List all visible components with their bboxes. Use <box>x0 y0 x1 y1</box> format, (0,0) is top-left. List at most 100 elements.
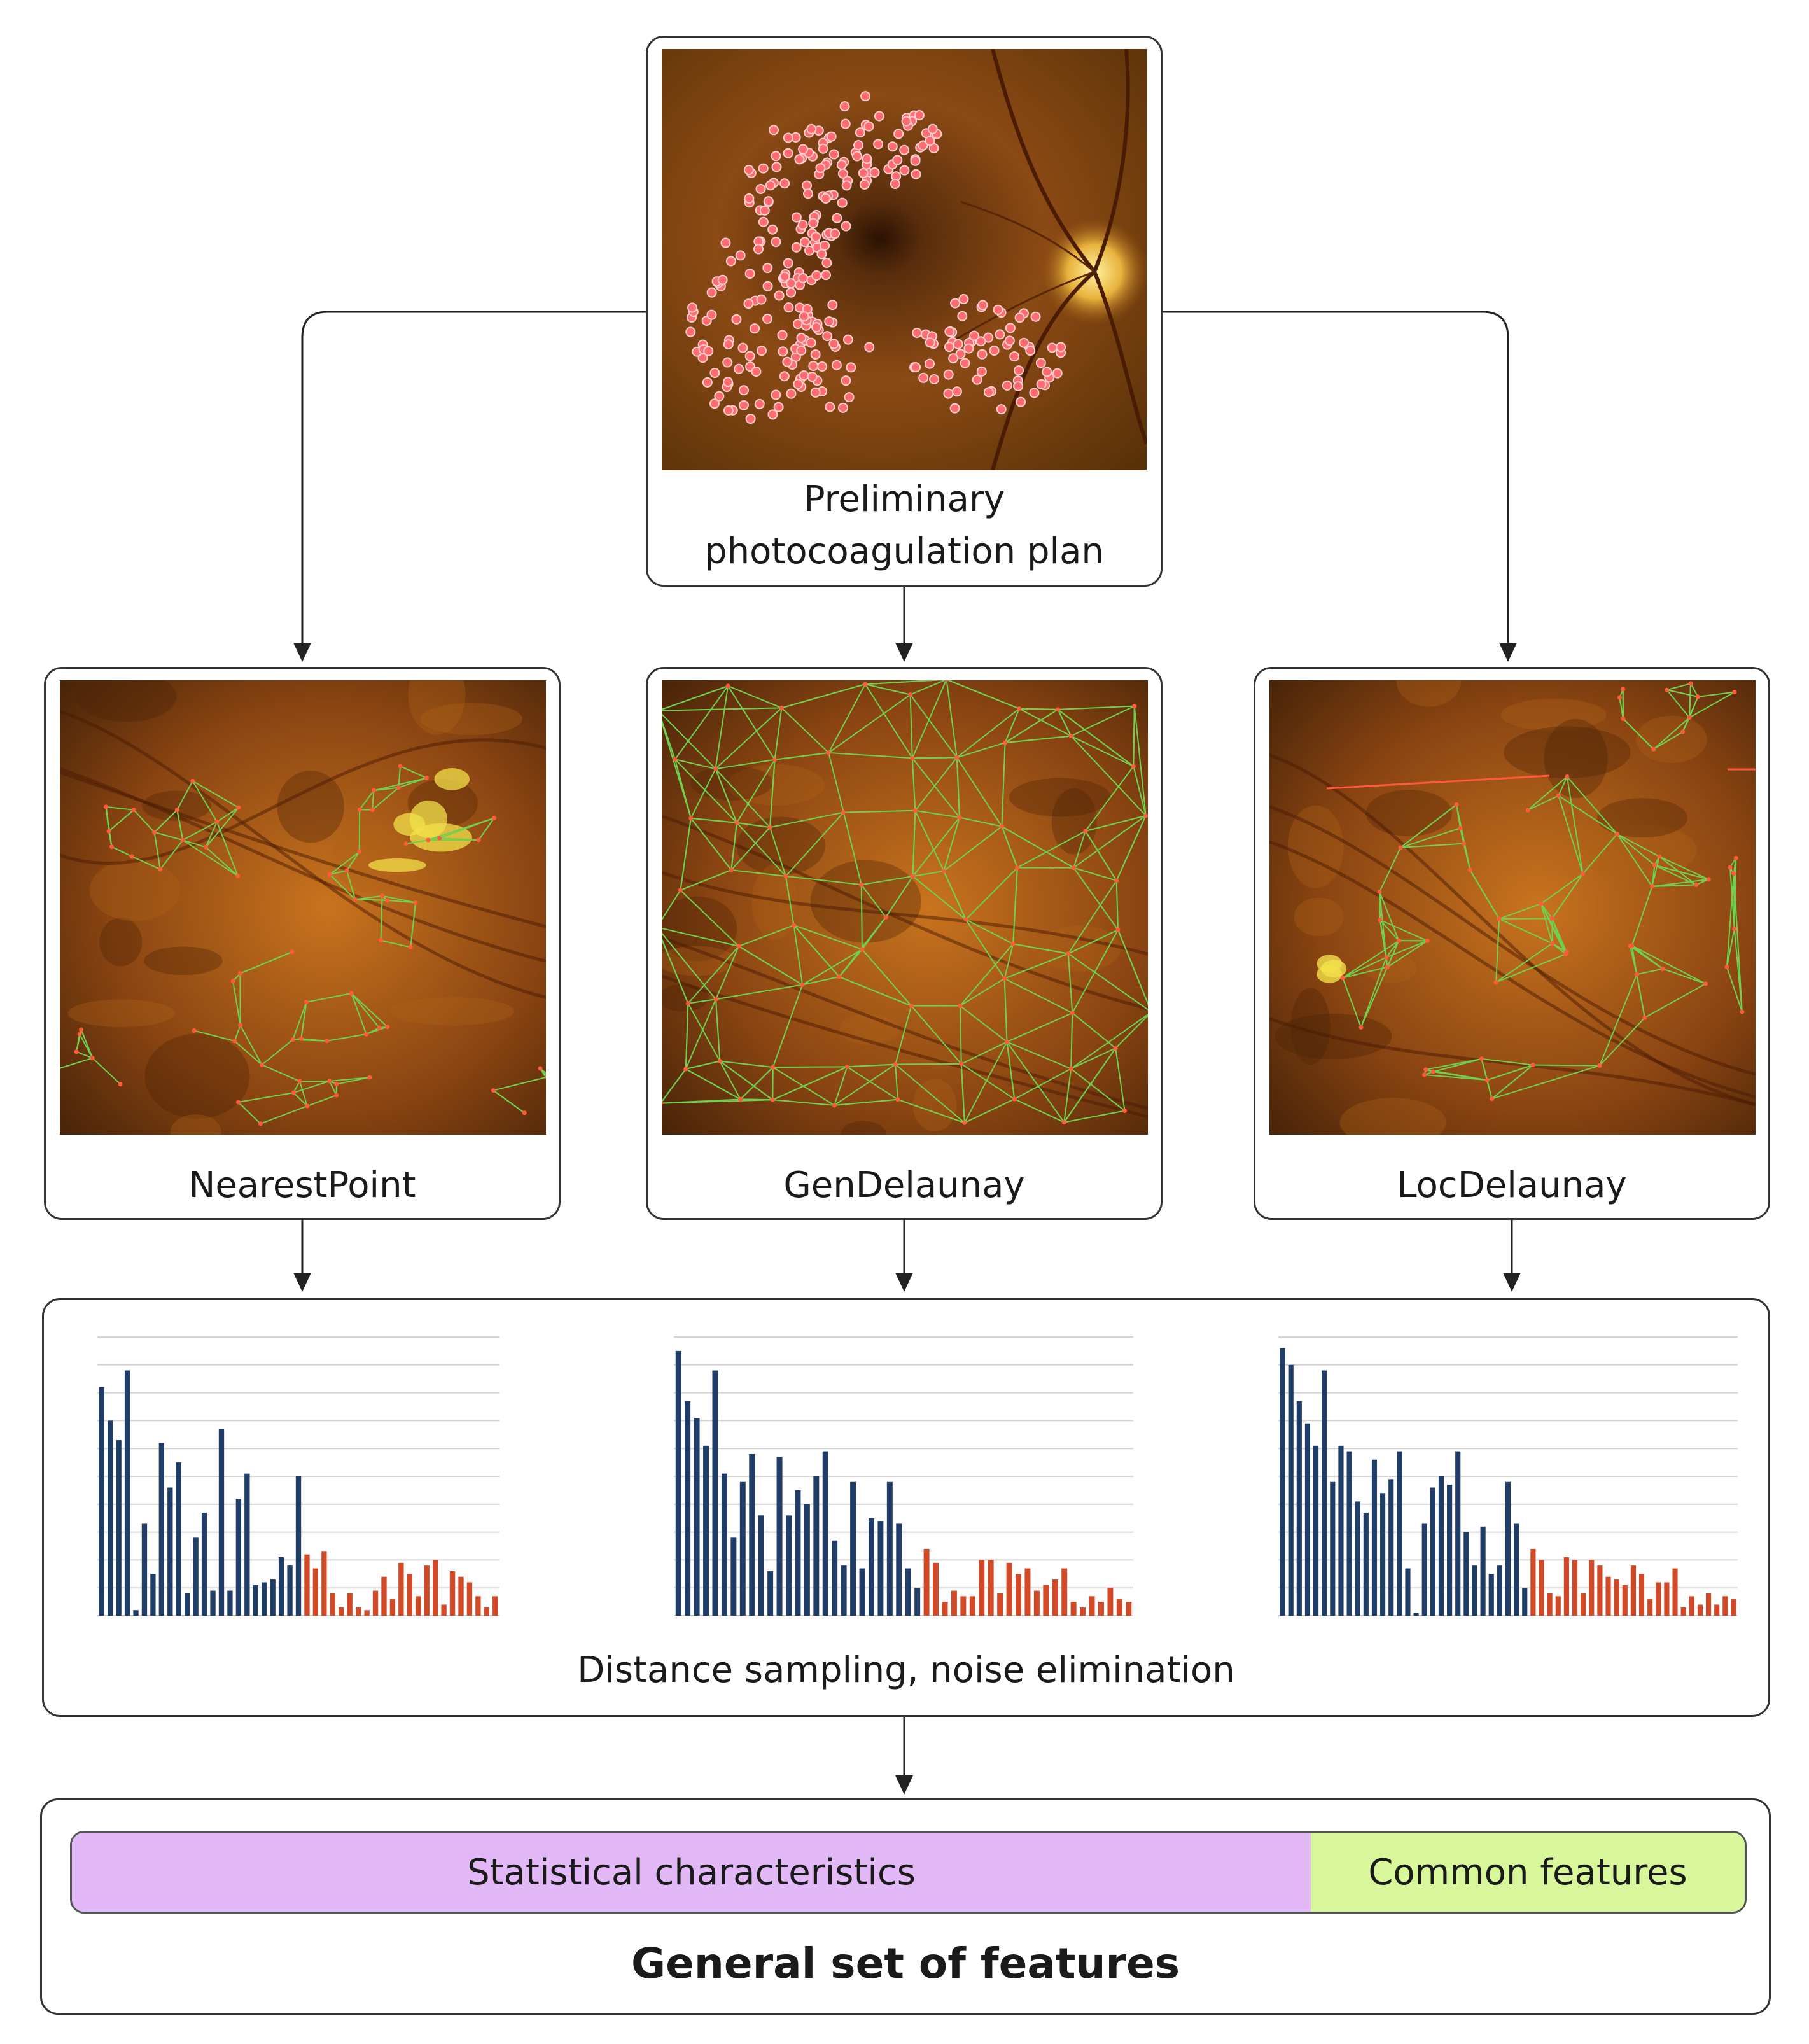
bar-eliminated <box>960 1596 966 1616</box>
arrowhead-icon <box>1503 1273 1521 1292</box>
bar-eliminated <box>1672 1569 1677 1616</box>
bar-retained <box>758 1515 764 1616</box>
bar-retained <box>914 1588 920 1616</box>
feature-bar: Statistical characteristics Common featu… <box>70 1831 1747 1914</box>
bar-retained <box>167 1488 172 1616</box>
bar-eliminated <box>1530 1549 1535 1616</box>
fundus-mesh-image <box>1269 680 1756 1135</box>
bar-retained <box>850 1482 856 1616</box>
bar-eliminated <box>1639 1574 1644 1616</box>
bar-retained <box>722 1474 727 1616</box>
bar-retained <box>159 1443 164 1616</box>
distance-sampling-label: Distance sampling, noise elimination <box>44 1644 1768 1697</box>
bar-eliminated <box>339 1607 344 1616</box>
bar-retained <box>795 1490 800 1616</box>
bar-retained <box>227 1591 232 1616</box>
bar-eliminated <box>1034 1591 1040 1616</box>
bar-retained <box>1372 1460 1377 1616</box>
bar-retained <box>860 1569 865 1616</box>
bar-eliminated <box>1614 1579 1619 1616</box>
method-label-gendelaunay: GenDelaunay <box>648 1159 1161 1212</box>
bar-retained <box>185 1593 190 1616</box>
bar-eliminated <box>1126 1602 1131 1616</box>
bar-eliminated <box>1623 1585 1628 1616</box>
distance-sampling-node: Distance sampling, noise elimination <box>42 1298 1770 1717</box>
common-features-label: Common features <box>1368 1852 1687 1893</box>
bar-retained <box>685 1401 690 1616</box>
bar-eliminated <box>1631 1565 1636 1616</box>
bar-eliminated <box>1547 1593 1553 1616</box>
common-features-segment: Common features <box>1311 1833 1745 1912</box>
method-node-nearestpoint: NearestPoint <box>44 667 561 1220</box>
bar-retained <box>896 1523 902 1616</box>
bar-eliminated <box>1071 1602 1077 1616</box>
bar-retained <box>823 1452 828 1616</box>
method-label-nearestpoint: NearestPoint <box>46 1159 559 1212</box>
bar-retained <box>1505 1482 1511 1616</box>
bar-eliminated <box>347 1593 353 1616</box>
bar-retained <box>193 1537 198 1616</box>
bar-retained <box>777 1457 783 1616</box>
bar-retained <box>296 1476 301 1616</box>
bar-retained <box>133 1610 138 1616</box>
bar-retained <box>1397 1452 1402 1616</box>
bar-eliminated <box>304 1555 309 1616</box>
bar-retained <box>887 1482 893 1616</box>
bar-retained <box>176 1462 181 1616</box>
bar-retained <box>270 1579 275 1616</box>
bar-eliminated <box>1647 1599 1652 1616</box>
bar-eliminated <box>416 1596 421 1616</box>
connector-plan-to-nearestpoint <box>302 312 646 643</box>
bar-retained <box>1489 1574 1494 1616</box>
bar-retained <box>804 1504 810 1616</box>
bar-eliminated <box>467 1582 472 1616</box>
bar-eliminated <box>1589 1560 1594 1616</box>
bar-eliminated <box>988 1560 994 1616</box>
bar-retained <box>244 1474 249 1616</box>
bar-eliminated <box>373 1591 378 1616</box>
bar-retained <box>1447 1485 1452 1616</box>
bar-eliminated <box>1016 1574 1021 1616</box>
bar-eliminated <box>1080 1607 1086 1616</box>
statistical-characteristics-label: Statistical characteristics <box>467 1852 916 1893</box>
bar-retained <box>1522 1588 1527 1616</box>
bar-eliminated <box>1564 1557 1569 1616</box>
bar-eliminated <box>1052 1579 1058 1616</box>
bar-retained <box>1472 1565 1477 1616</box>
bar-retained <box>813 1476 819 1616</box>
feature-set-node: Statistical characteristics Common featu… <box>40 1798 1771 2015</box>
bar-eliminated <box>356 1607 361 1616</box>
preliminary-plan-node: Preliminary photocoagulation plan <box>646 36 1163 587</box>
bar-eliminated <box>997 1593 1003 1616</box>
bar-retained <box>287 1565 292 1616</box>
bar-retained <box>1388 1479 1393 1616</box>
bar-eliminated <box>492 1596 498 1616</box>
bar-eliminated <box>433 1560 438 1616</box>
arrowhead-icon <box>895 1273 913 1292</box>
bar-retained <box>125 1371 130 1616</box>
bar-eliminated <box>1714 1604 1719 1616</box>
bar-retained <box>1297 1401 1302 1616</box>
bar-retained <box>1289 1365 1294 1616</box>
bar-retained <box>694 1418 700 1616</box>
bar-retained <box>1514 1523 1519 1616</box>
bar-eliminated <box>1656 1582 1661 1616</box>
bar-retained <box>832 1541 837 1616</box>
bar-eliminated <box>1706 1593 1711 1616</box>
bar-eliminated <box>1731 1599 1736 1616</box>
bar-retained <box>1364 1513 1369 1616</box>
bar-retained <box>150 1574 155 1616</box>
bar-retained <box>1430 1488 1435 1616</box>
bar-retained <box>740 1482 746 1616</box>
bar-eliminated <box>1722 1596 1728 1616</box>
bar-retained <box>676 1351 681 1616</box>
bar-retained <box>703 1446 709 1616</box>
bar-eliminated <box>951 1591 957 1616</box>
bar-retained <box>786 1515 792 1616</box>
method-node-gendelaunay: GenDelaunay <box>646 667 1163 1220</box>
bar-eliminated <box>1689 1596 1694 1616</box>
bar-retained <box>1305 1424 1310 1616</box>
bar-eliminated <box>1681 1607 1686 1616</box>
bar-retained <box>767 1571 773 1616</box>
bar-retained <box>1338 1446 1343 1616</box>
